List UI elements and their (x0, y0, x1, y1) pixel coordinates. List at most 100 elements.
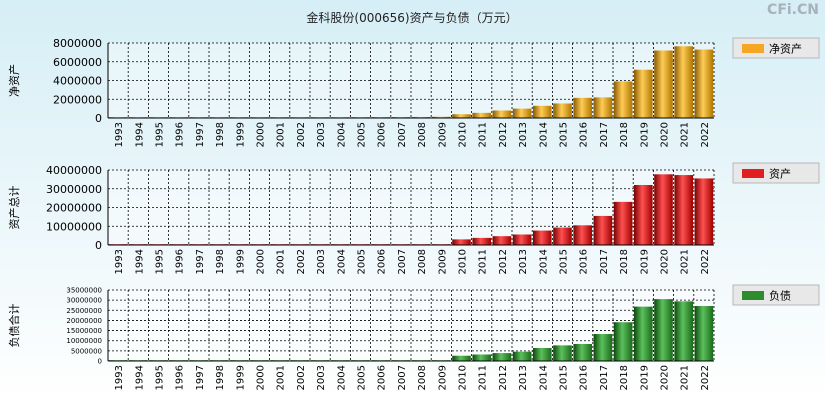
y-tick-label: 35000000 (66, 287, 102, 295)
x-tick-label: 2006 (377, 249, 388, 274)
x-tick-label: 2008 (417, 365, 428, 390)
y-tick-label: 5000000 (71, 347, 102, 355)
legend-label: 资产 (769, 167, 791, 181)
x-tick-label: 1997 (195, 365, 206, 390)
bar-2020 (654, 299, 673, 361)
bar-2017 (593, 215, 613, 245)
x-tick-label: 2022 (700, 249, 711, 274)
bar-2016 (573, 97, 592, 118)
bar-2014 (533, 230, 552, 245)
x-tick-label: 1998 (215, 122, 226, 147)
x-tick-label: 2001 (276, 122, 287, 147)
x-tick-label: 1996 (175, 365, 186, 390)
x-tick-label: 2004 (336, 249, 347, 274)
x-tick-label: 2000 (256, 365, 267, 390)
x-tick-label: 2000 (256, 122, 267, 147)
bar-2019 (634, 185, 653, 245)
x-tick-label: 2013 (518, 365, 529, 390)
x-tick-label: 2008 (417, 122, 428, 147)
x-tick-label: 2008 (417, 249, 428, 274)
x-tick-label: 2005 (357, 249, 368, 274)
x-tick-label: 2015 (559, 122, 570, 147)
x-tick-label: 1996 (175, 249, 186, 274)
x-tick-label: 1998 (215, 249, 226, 274)
x-tick-label: 2005 (357, 122, 368, 147)
bar-2018 (613, 322, 633, 361)
x-tick-label: 1993 (114, 249, 125, 274)
x-tick-label: 2004 (336, 365, 347, 390)
x-tick-label: 2009 (437, 122, 448, 147)
bar-2010 (452, 239, 471, 245)
y-tick-label: 30000000 (66, 297, 102, 305)
x-tick-label: 2004 (336, 122, 347, 147)
x-tick-label: 2011 (478, 122, 489, 147)
x-tick-label: 2014 (538, 249, 549, 274)
x-tick-label: 2001 (276, 249, 287, 274)
bar-2020 (654, 174, 673, 245)
x-tick-label: 1999 (235, 122, 246, 147)
x-tick-label: 1993 (114, 365, 125, 390)
x-tick-label: 2022 (700, 365, 711, 390)
x-tick-label: 2002 (296, 365, 307, 390)
y-tick-label: 10000000 (46, 220, 102, 233)
x-tick-label: 2012 (498, 365, 509, 390)
x-tick-label: 2019 (639, 365, 650, 390)
x-tick-label: 2006 (377, 122, 388, 147)
y-tick-label: 0 (95, 239, 102, 252)
x-tick-label: 1997 (195, 249, 206, 274)
x-tick-label: 2003 (316, 365, 327, 390)
bar-2021 (674, 46, 693, 118)
x-tick-label: 2019 (639, 122, 650, 147)
bar-2019 (634, 69, 653, 118)
legend-swatch (742, 44, 764, 53)
x-tick-label: 2012 (498, 122, 509, 147)
bar-2012 (492, 353, 512, 361)
bar-2018 (613, 201, 633, 245)
x-tick-label: 2016 (579, 122, 590, 147)
y-axis-label: 负债合计 (7, 304, 21, 348)
x-tick-label: 1994 (134, 122, 145, 147)
x-tick-label: 2020 (660, 122, 671, 147)
y-tick-label: 15000000 (66, 327, 102, 335)
bar-2018 (613, 81, 633, 118)
bar-2015 (553, 345, 572, 361)
x-tick-label: 2009 (437, 249, 448, 274)
x-tick-label: 2006 (377, 365, 388, 390)
x-tick-label: 2021 (680, 122, 691, 147)
x-tick-label: 2003 (316, 122, 327, 147)
x-tick-label: 1995 (155, 365, 166, 390)
bar-2021 (674, 175, 693, 245)
chart-title: 金科股份(000656)资产与负债（万元） (306, 10, 517, 25)
bar-2012 (492, 110, 512, 118)
bar-2021 (674, 301, 693, 361)
bar-2010 (452, 114, 471, 118)
bar-2013 (512, 351, 532, 361)
x-tick-label: 2003 (316, 249, 327, 274)
y-tick-label: 40000000 (46, 164, 102, 177)
y-tick-label: 0 (98, 358, 102, 366)
x-tick-label: 1998 (215, 365, 226, 390)
x-tick-label: 2001 (276, 365, 287, 390)
x-tick-label: 1995 (155, 249, 166, 274)
x-tick-label: 2005 (357, 365, 368, 390)
x-tick-label: 2002 (296, 249, 307, 274)
legend-swatch (742, 291, 764, 300)
legend-label: 负债 (769, 289, 791, 303)
bar-2022 (694, 178, 714, 245)
x-tick-label: 2007 (397, 249, 408, 274)
x-tick-label: 1995 (155, 122, 166, 147)
x-tick-label: 2017 (599, 365, 610, 390)
x-tick-label: 2021 (680, 365, 691, 390)
bar-2014 (533, 105, 552, 118)
bar-2022 (694, 49, 714, 118)
y-tick-label: 8000000 (53, 37, 102, 50)
x-tick-label: 2015 (559, 365, 570, 390)
x-tick-label: 2020 (660, 365, 671, 390)
legend-label: 净资产 (769, 42, 802, 56)
x-tick-label: 2018 (619, 365, 630, 390)
x-tick-label: 2013 (518, 122, 529, 147)
y-tick-label: 0 (95, 112, 102, 125)
bar-2015 (553, 103, 572, 118)
x-tick-label: 1999 (235, 365, 246, 390)
